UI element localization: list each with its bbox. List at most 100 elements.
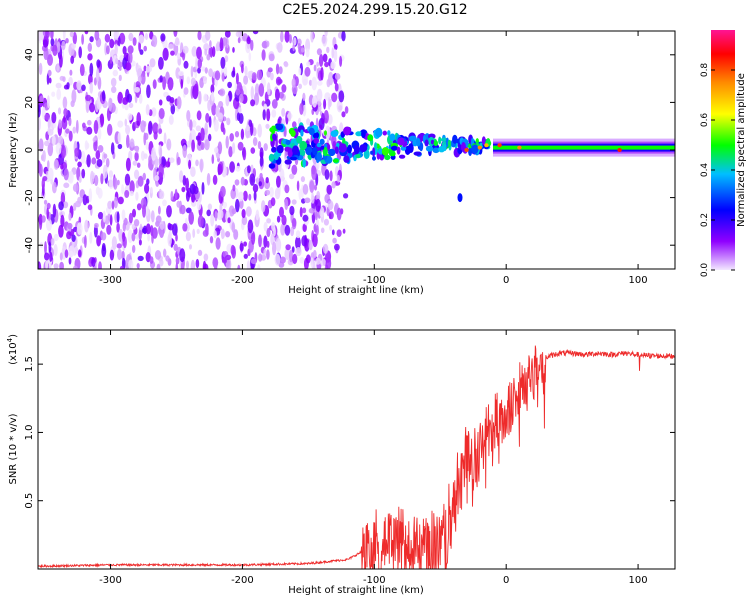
heatmap-transition-cell [285,139,291,145]
heatmap-noise-cell [135,145,139,154]
heatmap-noise-cell [331,229,335,236]
heatmap-noise-cell [205,31,211,41]
heatmap-noise-cell [178,70,185,77]
heatmap-transition-cell [275,123,284,131]
heatmap-noise-cell [308,240,313,251]
heatmap-transition-cell [284,159,292,165]
heatmap-noise-cell [168,223,174,231]
heatmap-noise-cell [316,80,323,86]
heatmap-noise-cell [209,40,212,48]
heatmap-noise-cell [277,78,283,85]
heatmap-noise-cell [108,177,114,189]
heatmap-noise-cell [47,69,52,77]
heatmap-transition-cell [438,136,442,145]
heatmap-noise-cell [114,43,118,56]
heatmap-noise-cell [91,257,96,268]
heatmap-noise-cell [246,124,250,132]
heatmap-noise-cell [181,186,186,193]
heatmap-noise-cell [146,178,150,185]
heatmap-noise-cell [107,200,113,210]
heatmap-noise-cell [204,122,208,135]
heatmap-noise-cell [191,120,197,128]
heatmap-noise-cell [191,46,198,57]
y-tick-label: -40 [24,237,35,253]
heatmap-noise-cell [186,260,189,269]
heatmap-noise-cell [44,241,47,255]
x-tick-label: 100 [629,575,648,586]
heatmap-noise-cell [224,55,229,63]
heatmap-noise-cell [50,238,55,246]
heatmap-noise-cell [136,65,143,79]
heatmap-transition-cell [313,137,320,144]
heatmap-noise-cell [261,49,266,61]
heatmap-noise-cell [81,84,86,92]
heatmap-transition-cell [308,127,315,136]
heatmap-noise-cell [68,245,75,257]
heatmap-isolated-blob [457,193,463,203]
heatmap-noise-cell [63,182,70,189]
heatmap-transition-cell [355,153,361,159]
heatmap-noise-cell [103,153,108,159]
heatmap-noise-cell [49,251,53,262]
heatmap-noise-cell [124,118,128,127]
heatmap-noise-cell [134,169,140,180]
heatmap-noise-cell [166,205,172,218]
heatmap-noise-cell [44,113,50,121]
heatmap-noise-cell [325,125,331,140]
heatmap-noise-cell [45,31,50,39]
heatmap-noise-cell [339,55,343,67]
heatmap-noise-cell [158,56,164,70]
heatmap-noise-cell [125,62,132,71]
heatmap-noise-cell [217,112,224,123]
heatmap-noise-cell [261,40,268,49]
heatmap-marks [38,31,675,269]
heatmap-noise-cell [176,156,181,166]
heatmap-noise-cell [183,60,189,69]
heatmap-noise-cell [329,170,333,182]
heatmap-noise-cell [38,31,43,41]
heatmap-noise-cell [248,119,253,127]
heatmap-noise-cell [87,53,93,61]
heatmap-noise-cell [154,250,162,260]
heatmap-noise-cell [289,173,295,180]
heatmap-noise-cell [264,180,271,190]
heatmap-noise-cell [134,86,141,93]
svg-text:(x104): (x104) [6,334,19,365]
heatmap-noise-cell [89,231,93,244]
heatmap-noise-cell [284,248,291,260]
heatmap-noise-cell [311,95,318,108]
heatmap-noise-cell [208,68,214,78]
heatmap-noise-cell [72,183,79,192]
heatmap-noise-cell [200,127,205,141]
heatmap-noise-cell [61,145,66,159]
heatmap-noise-cell [310,257,314,268]
heatmap-noise-cell [235,198,240,213]
heatmap-noise-cell [94,174,99,187]
heatmap-noise-cell [331,47,335,59]
heatmap-transition-cell [289,156,298,161]
heatmap-noise-cell [257,141,262,150]
heatmap-noise-cell [95,150,101,160]
heatmap-noise-cell [291,246,295,253]
heatmap-noise-cell [257,123,263,138]
heatmap-noise-cell [111,236,117,250]
heatmap-noise-cell [47,116,51,131]
heatmap-noise-cell [324,193,331,204]
heatmap-transition-cell [296,135,303,144]
heatmap-noise-cell [62,76,66,82]
colorbar-ticks: 0.0 0.2 0.4 0.6 0.8 [700,63,735,277]
heatmap-noise-cell [234,179,240,186]
heatmap-noise-cell [94,222,99,229]
heatmap-noise-cell [240,176,245,186]
heatmap-noise-cell [212,174,218,185]
heatmap-noise-cell [158,128,163,135]
heatmap-noise-cell [128,32,134,42]
heatmap-transition-cell [322,146,328,157]
heatmap-noise-cell [158,205,161,215]
colorbar: 0.0 0.2 0.4 0.6 0.8 Normalized spectral ampl… [700,30,747,277]
heatmap-noise-cell [175,67,181,79]
colorbar-label: Normalized spectral amplitude [736,73,747,227]
heatmap-noise-cell [63,168,69,181]
heatmap-noise-cell [316,48,322,56]
heatmap-noise-cell [46,207,49,220]
